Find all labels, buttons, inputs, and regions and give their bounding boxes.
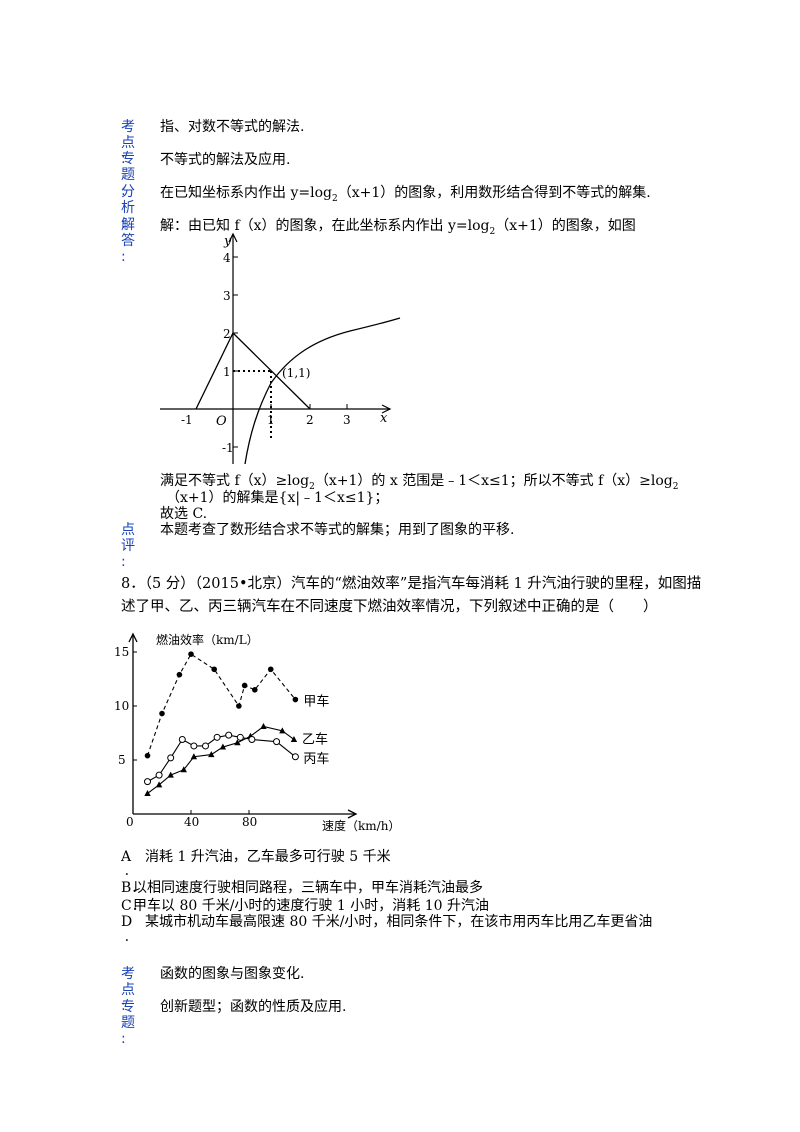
series-1-point-3 [180, 766, 187, 773]
label-zhuanti-2: 专题: [121, 999, 135, 1047]
question8-line1: 8．（5 分）（2015•北京）汽车的“燃油效率”是指汽车每消耗 1 升汽油行驶… [121, 576, 702, 592]
y-tick-label-1: 1 [223, 365, 231, 379]
chart-y-tick-label-15: 15 [114, 645, 129, 659]
series-1-point-6 [219, 743, 227, 750]
zhuanti-text: 不等式的解法及应用. [160, 152, 291, 168]
chart-y-tick-label-10: 10 [114, 699, 129, 713]
kaodian-text: 指、对数不等式的解法. [160, 119, 305, 135]
chart-x-tick-label-80: 80 [242, 815, 257, 829]
series-2-point-11 [291, 753, 299, 761]
series-2-point-6 [213, 733, 221, 741]
series-1-point-4 [190, 753, 198, 760]
series-1-point-5 [208, 751, 215, 758]
series-2-point-4 [190, 742, 198, 750]
y-axis-arrow [228, 232, 238, 243]
series-2-point-9 [248, 735, 256, 743]
option-b: B．以相同速度行驶相同路程，三辆车中，甲车消耗汽油最多 [121, 880, 483, 896]
x-tick-label-1: 1 [267, 413, 275, 427]
series-1-point-2 [167, 771, 174, 778]
series-1-point-9 [260, 723, 267, 730]
option-c: C．甲车以 80 千米/小时的速度行驶 1 小时，消耗 10 升汽油 [121, 898, 489, 914]
chart-ylabel: 燃油效率（km/L） [156, 632, 259, 647]
fenxi-text: 在已知坐标系内作出 y=log2（x+1）的图象，利用数形结合得到不等式的解集. [160, 185, 651, 204]
series-0-point-1 [159, 710, 165, 717]
y-tick-label-3: 3 [223, 289, 231, 303]
zhuanti-text-2: 创新题型；函数的性质及应用. [160, 999, 347, 1015]
series-0-point-3 [188, 651, 194, 657]
series-label-0: 甲车 [303, 694, 329, 710]
origin-label: O [216, 414, 227, 429]
series-1-point-7 [234, 739, 241, 746]
series-2-point-2 [167, 754, 175, 762]
series-2-point-5 [202, 742, 209, 750]
label-jieda: 解答: [121, 217, 135, 265]
series-0-point-5 [236, 703, 242, 709]
series-label-2: 丙车 [303, 751, 329, 767]
option-d: D 某城市机动车最高限速 80 千米/小时，相同条件下，在该市用丙车比用乙车更省油 [121, 914, 653, 930]
series-0-point-6 [241, 682, 248, 689]
series-2-point-3 [178, 735, 186, 743]
x-tick-label-2: 2 [306, 413, 314, 427]
chart-origin: 0 [126, 815, 134, 829]
series-label-1: 乙车 [302, 731, 328, 747]
chart-x-arrow [347, 809, 358, 819]
series-1-point-10 [279, 727, 286, 734]
option-a-dot: ． [124, 864, 137, 878]
label-kaodian: 考点: [121, 119, 135, 167]
label-zhuanti: 专题: [121, 151, 135, 199]
chart-x-tick-label-40: 40 [184, 815, 199, 829]
function-graph: x y O -1 1 2 3 -1 1 2 3 4 (1,1) [160, 232, 401, 465]
chart-y-arrow [128, 632, 138, 643]
label-kaodian-2: 考点: [121, 966, 135, 1014]
series-2-point-0 [144, 778, 151, 786]
x-tick-label-neg1: -1 [181, 413, 193, 427]
intersection-label: (1,1) [282, 366, 310, 380]
series-0-point-2 [176, 671, 183, 678]
x-tick-label-3: 3 [343, 413, 351, 427]
conclusion-line3: 故选 C. [160, 506, 208, 522]
series-1-point-1 [155, 781, 163, 788]
series-0-point-0 [144, 752, 151, 759]
x-axis-arrow [381, 404, 392, 414]
series-2-point-10 [273, 738, 281, 746]
kaodian-text-2: 函数的图象与图象变化. [160, 966, 305, 982]
y-label: y [223, 234, 232, 249]
series-2-point-1 [155, 771, 163, 779]
jieda-text: 解：由已知 f（x）的图象，在此坐标系内作出 y=log2（x+1）的图象，如图 [160, 218, 636, 237]
series-1-point-11 [290, 735, 298, 742]
series-0-point-7 [252, 687, 258, 693]
fx-curve [195, 331, 311, 410]
series-2-point-8 [236, 733, 244, 741]
chart-y-tick-label-5: 5 [118, 753, 126, 767]
label-fenxi: 分析: [121, 184, 135, 232]
series-2-point-7 [225, 731, 233, 739]
series-0-point-8 [267, 666, 274, 673]
conclusion-line1: 满足不等式 f（x）≥log2（x+1）的 x 范围是﹣1＜x≤1；所以不等式 … [160, 473, 679, 492]
dianping-text: 本题考查了数形结合求不等式的解集；用到了图象的平移. [160, 522, 515, 538]
y-tick-label-2: 2 [223, 327, 231, 341]
series-1-point-0 [144, 789, 151, 796]
label-dianping: 点评: [121, 522, 135, 570]
y-tick-label-4: 4 [223, 251, 231, 265]
series-0-point-4 [211, 666, 217, 673]
x-label: x [380, 411, 388, 426]
chart-xlabel: 速度（km/h） [322, 818, 400, 833]
option-a: A 消耗 1 升汽油，乙车最多可行驶 5 千米 [121, 849, 391, 865]
log-curve [244, 317, 401, 465]
question8-line2: 述了甲、乙、丙三辆汽车在不同速度下燃油效率情况，下列叙述中正确的是（ ） [121, 599, 658, 615]
y-tick-label-neg1: -1 [222, 441, 234, 455]
series-0-point-9 [292, 696, 299, 703]
conclusion-line2: （x+1）的解集是{x|﹣1＜x≤1}； [166, 490, 389, 506]
option-d-dot: ． [124, 930, 137, 944]
series-line-0 [146, 653, 296, 756]
